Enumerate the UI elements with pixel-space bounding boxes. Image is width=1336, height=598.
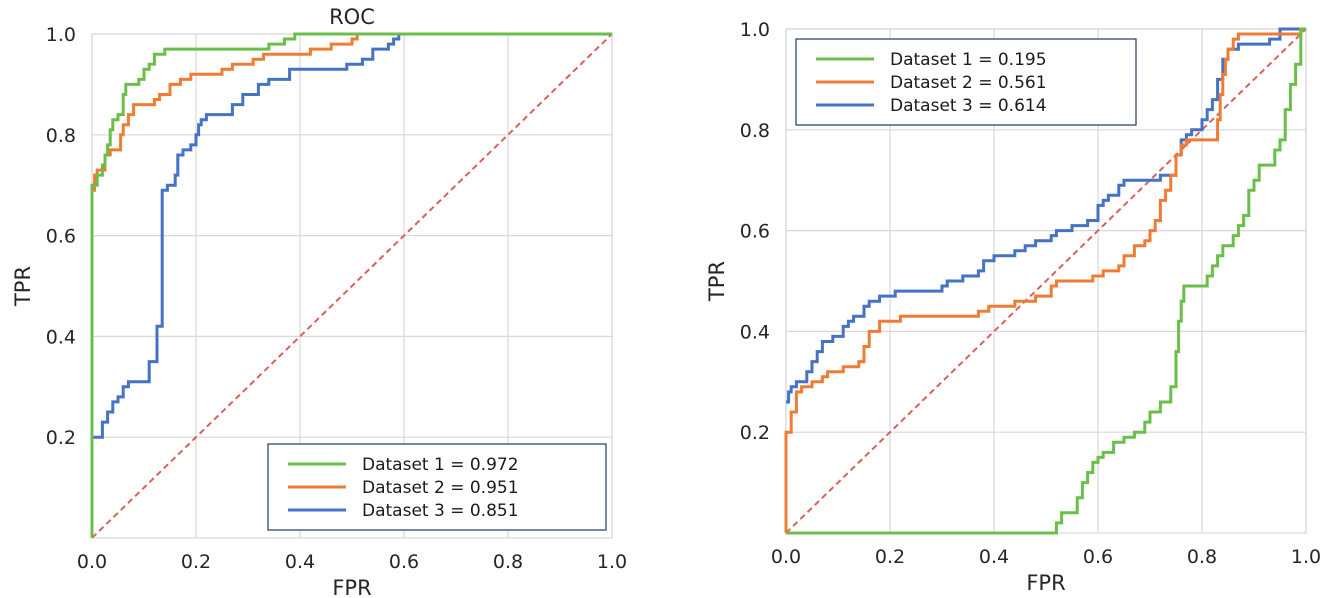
x-tick-label: 0.2 [875,546,905,568]
x-tick-label: 0.0 [77,551,107,573]
y-tick-label: 0.2 [46,427,76,449]
x-axis-label: FPR [332,576,371,598]
legend-label-dataset3: Dataset 3 = 0.614 [890,96,1047,116]
x-tick-label: 0.6 [389,551,419,573]
series-group [90,32,612,538]
x-tick-label: 0.6 [1083,546,1113,568]
x-tick-label: 0.4 [285,551,315,573]
roc-chart-2: 0.0 0.2 0.4 0.6 0.8 1.0 0.2 0.4 0.6 0.8 1.0 FPR TPR D… [705,19,1321,595]
roc-chart-1: 0.0 0.2 0.4 0.6 0.8 1.0 0.2 0.4 0.6 0.8 1.0 FPR TPR R… [11,5,627,598]
legend-label-dataset2: Dataset 2 = 0.561 [890,73,1047,93]
y-axis-label: TPR [11,266,35,307]
chance-diagonal-line [91,33,613,539]
series-group [784,27,1306,535]
legend: Dataset 1 = 0.195 Dataset 2 = 0.561 Datase… [795,38,1137,126]
roc-curve-dataset1 [786,27,1306,535]
y-tick-label: 0.4 [740,321,770,343]
x-axis-label: FPR [1026,571,1065,595]
x-tick-label: 0.0 [771,546,801,568]
chart-title: ROC [329,5,375,29]
y-tick-label: 0.8 [46,125,76,147]
x-tick-label: 0.8 [1187,546,1217,568]
y-tick-label: 0.6 [46,226,76,248]
y-tick-label: 0.8 [740,120,770,142]
y-tick-label: 1.0 [740,19,770,41]
y-tick-label: 0.4 [46,326,76,348]
y-tick-label: 0.6 [740,221,770,243]
legend: Dataset 1 = 0.972 Dataset 2 = 0.951 Datase… [267,443,607,531]
x-tick-label: 0.2 [181,551,211,573]
x-tick-label: 1.0 [1291,546,1321,568]
roc-curve-dataset3 [786,27,1306,404]
x-tick-label: 0.4 [979,546,1009,568]
legend-label-dataset3: Dataset 3 = 0.851 [362,501,519,521]
x-tick-label: 1.0 [597,551,627,573]
roc-curve-dataset2 [784,27,1306,533]
legend-label-dataset2: Dataset 2 = 0.951 [362,478,519,498]
roc-curve-dataset1 [90,32,612,538]
y-tick-label: 0.2 [740,422,770,444]
y-tick-label: 1.0 [46,24,76,46]
roc-curve-dataset2 [92,32,612,192]
y-axis-label: TPR [705,261,729,302]
legend-label-dataset1: Dataset 1 = 0.972 [362,455,519,475]
legend-label-dataset1: Dataset 1 = 0.195 [890,50,1047,70]
x-tick-label: 0.8 [493,551,523,573]
roc-curve-dataset3 [92,32,612,439]
